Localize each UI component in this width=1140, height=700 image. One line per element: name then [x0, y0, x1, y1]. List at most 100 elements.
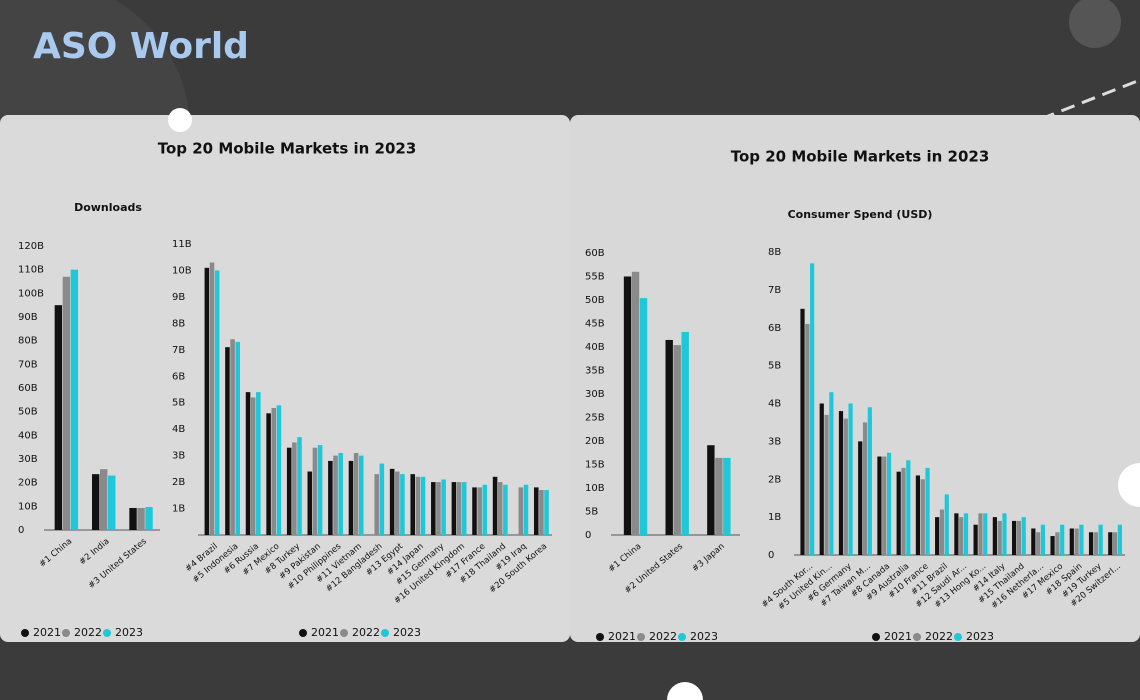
bar [533, 487, 539, 535]
decor [1118, 463, 1140, 507]
bar [137, 507, 145, 530]
bar [518, 487, 524, 535]
bar [906, 460, 911, 555]
y-tick-label: 40B [585, 342, 605, 353]
legend-label: 2023 [690, 630, 718, 643]
bar [415, 476, 421, 535]
bar [333, 455, 338, 535]
bar [631, 271, 640, 535]
bar [353, 452, 359, 535]
legend-swatch [381, 629, 389, 637]
y-tick-label: 15B [585, 460, 605, 471]
bar [992, 517, 997, 555]
bar [461, 482, 467, 535]
y-tick-label: 1B [172, 504, 185, 515]
bar [389, 468, 395, 535]
y-tick-label: 9B [172, 292, 185, 303]
y-tick-label: 5B [768, 361, 781, 372]
panel-subtitle: Downloads [74, 201, 142, 214]
bar [867, 407, 872, 555]
bar [245, 392, 251, 535]
bar [214, 270, 220, 535]
legend-label: 2023 [393, 626, 421, 639]
bar [1079, 524, 1084, 555]
bar [1117, 524, 1122, 555]
y-tick-label: 25B [585, 413, 605, 424]
bar [317, 445, 323, 535]
legend-swatch [872, 633, 880, 641]
y-tick-label: 3B [768, 436, 781, 447]
y-tick-label: 45B [585, 319, 605, 330]
y-tick-label: 40B [18, 430, 38, 441]
bar [848, 403, 853, 555]
y-tick-label: 8B [768, 247, 781, 258]
legend-label: 2021 [33, 626, 61, 639]
y-tick-label: 90B [18, 312, 38, 323]
legend-swatch [954, 633, 962, 641]
bar [858, 441, 863, 555]
y-tick-label: 60B [18, 383, 38, 394]
bar [497, 482, 503, 535]
y-tick-label: 11B [172, 239, 192, 250]
bar [920, 479, 925, 555]
bar [681, 331, 689, 535]
bar [997, 520, 1002, 555]
bar [935, 517, 940, 555]
bar [1055, 532, 1060, 555]
bar [800, 308, 805, 555]
y-tick-label: 6B [768, 323, 781, 334]
bar [441, 479, 446, 535]
bar [973, 524, 978, 555]
y-tick-label: 120B [18, 241, 44, 252]
y-tick-label: 2B [172, 477, 185, 488]
y-tick-label: 50B [18, 407, 38, 418]
bar [810, 263, 815, 555]
brand: ASO World [33, 26, 249, 67]
bar [963, 513, 969, 555]
bar [901, 467, 906, 555]
bar [108, 475, 116, 530]
legend-label: 2023 [115, 626, 143, 639]
bar [1016, 520, 1022, 555]
y-tick-label: 2B [768, 474, 781, 485]
bar [665, 339, 673, 535]
bar [877, 456, 882, 555]
bar [395, 471, 400, 535]
bar [225, 347, 230, 535]
decor [168, 108, 192, 132]
bar [400, 474, 405, 535]
bar [862, 422, 868, 555]
y-tick-label: 20B [18, 478, 38, 489]
bar [129, 507, 137, 530]
bar [477, 487, 482, 535]
bar [1011, 520, 1017, 555]
bar [838, 411, 844, 555]
bar [266, 413, 271, 535]
bar [230, 339, 235, 535]
bar [1040, 524, 1046, 555]
bar [456, 482, 462, 535]
bar [307, 471, 313, 535]
bar [250, 397, 256, 535]
bar [983, 513, 988, 555]
y-tick-label: 0 [18, 525, 24, 536]
bar [819, 403, 824, 555]
bar [100, 469, 108, 530]
bar [1074, 528, 1079, 555]
legend-swatch [913, 633, 921, 641]
bar [1069, 528, 1074, 555]
legend-label: 2022 [352, 626, 380, 639]
panel-title: Top 20 Mobile Markets in 2023 [731, 148, 990, 166]
bar [92, 474, 100, 530]
bar [824, 414, 829, 555]
y-tick-label: 1B [768, 512, 781, 523]
legend-label: 2021 [884, 630, 912, 643]
bar [843, 418, 848, 555]
y-tick-label: 6B [172, 371, 185, 382]
bar [978, 513, 983, 555]
bar [1050, 536, 1055, 555]
y-tick-label: 4B [768, 399, 781, 410]
legend-label: 2021 [311, 626, 339, 639]
y-tick-label: 35B [585, 366, 605, 377]
